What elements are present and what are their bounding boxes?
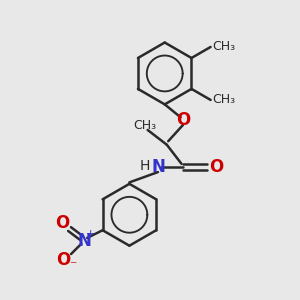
Text: CH₃: CH₃: [133, 119, 156, 132]
Text: ⁻: ⁻: [69, 260, 76, 274]
Text: N: N: [77, 232, 91, 250]
Text: O: O: [176, 111, 190, 129]
Text: O: O: [209, 158, 224, 176]
Text: O: O: [56, 251, 71, 269]
Text: +: +: [85, 230, 95, 239]
Text: CH₃: CH₃: [213, 40, 236, 53]
Text: O: O: [55, 214, 69, 232]
Text: H: H: [139, 159, 150, 173]
Text: N: N: [151, 158, 165, 176]
Text: CH₃: CH₃: [213, 93, 236, 106]
